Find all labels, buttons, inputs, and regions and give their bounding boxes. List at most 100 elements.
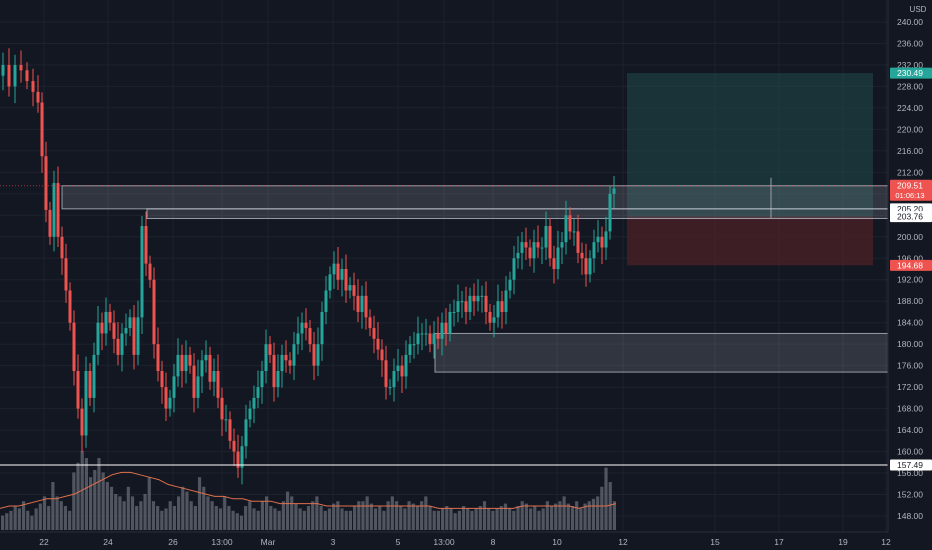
candle-body <box>168 397 172 409</box>
candle-body <box>128 317 132 329</box>
volume-bar <box>478 506 482 530</box>
volume-bar <box>281 501 285 530</box>
candle-body <box>440 322 444 339</box>
candle-body <box>44 156 48 210</box>
price-tick-label: 188.00 <box>897 296 923 306</box>
candle-body <box>204 354 208 361</box>
volume-bar <box>327 508 332 530</box>
stop-price-tag: 194.68 <box>897 260 923 270</box>
volume-bar <box>206 496 210 530</box>
volume-bar <box>294 503 298 530</box>
candle-body <box>268 344 272 355</box>
candle-body <box>176 354 180 377</box>
volume-bar <box>432 510 436 530</box>
candle-body <box>284 354 288 361</box>
volume-bar <box>130 496 135 530</box>
volume-bar <box>420 501 424 530</box>
volume-bar <box>17 508 21 530</box>
candle-body <box>488 311 492 323</box>
candle-body <box>196 376 200 398</box>
candle-body <box>564 215 568 243</box>
volume-bar <box>290 496 294 530</box>
candle-body <box>572 231 576 233</box>
volume-bar <box>369 503 373 530</box>
price-tick-label: 212.00 <box>897 167 923 177</box>
stop-zone <box>627 216 873 266</box>
candle-body <box>120 333 124 355</box>
volume-bar <box>147 477 151 530</box>
candle-body <box>408 344 412 355</box>
candle-body <box>96 322 100 355</box>
level-upper-tag: 205.20 <box>897 204 923 214</box>
volume-bar <box>516 506 520 530</box>
candle-body <box>108 311 112 323</box>
price-tick-label: 240.00 <box>897 17 923 27</box>
candle-body <box>240 446 244 468</box>
volume-bar <box>47 506 51 530</box>
candle-body <box>388 387 392 389</box>
support-price-tag: 157.49 <box>897 460 923 470</box>
candle-body <box>88 371 92 398</box>
volume-bar <box>529 508 533 530</box>
candle-body <box>532 242 536 259</box>
candle-body <box>224 419 228 421</box>
candle-body <box>304 322 308 329</box>
candle-body <box>416 333 420 345</box>
volume-bar <box>244 506 248 530</box>
candle-body <box>212 371 216 382</box>
volume-bar <box>269 506 273 530</box>
price-tick-label: 228.00 <box>897 81 923 91</box>
candle-body <box>280 354 284 372</box>
candle-body <box>228 419 232 441</box>
volume-bar <box>5 513 9 530</box>
time-tick-label: 26 <box>168 537 178 547</box>
volume-bar <box>533 506 537 530</box>
candle-body <box>480 295 484 297</box>
countdown-label: 01:06:13 <box>895 191 924 200</box>
volume-bar <box>323 510 327 530</box>
candle-body <box>152 279 156 345</box>
candle-body <box>364 295 368 318</box>
candle-body <box>324 290 328 312</box>
candle-body <box>612 188 616 194</box>
volume-bar <box>499 506 503 530</box>
time-tick-label: 15 <box>710 537 720 547</box>
price-tick-label: 224.00 <box>897 103 923 113</box>
volume-bar <box>386 501 390 530</box>
candle-body <box>296 333 300 345</box>
candle-body <box>248 408 252 420</box>
volume-bar <box>428 506 432 530</box>
candle-body <box>500 301 504 312</box>
candle-body <box>80 408 84 436</box>
volume-bar <box>59 501 63 530</box>
volume-bar <box>315 496 319 530</box>
entry-price-tag: 203.76 <box>897 212 923 222</box>
candle-body <box>428 333 432 345</box>
candle-body <box>476 295 480 302</box>
entry-price-tag-bg <box>890 211 932 223</box>
volume-bar <box>554 503 558 530</box>
target-zone <box>627 73 873 217</box>
candle-body <box>484 295 488 312</box>
time-axis[interactable]: 22 24 26 13:00 Mar 3 5 13:00 8 10 12 15 17 19 12 <box>0 531 891 550</box>
price-tick-label: 164.00 <box>897 425 923 435</box>
candle-body <box>164 387 168 409</box>
volume-bar <box>348 510 352 530</box>
candle-body <box>360 295 364 312</box>
candle-body <box>452 311 456 313</box>
volume-bar <box>227 506 231 530</box>
volume-bar <box>604 467 608 530</box>
candle-body <box>276 371 280 388</box>
price-tick-label: 196.00 <box>897 253 923 263</box>
price-axis[interactable]: USD240.00236.00232.00228.00224.00220.002… <box>887 0 932 550</box>
candle-body <box>404 354 408 377</box>
volume-bar <box>545 501 549 530</box>
volume-bar <box>172 506 176 530</box>
candle-body <box>172 376 176 398</box>
volume-bar <box>562 496 566 530</box>
candle-body <box>100 322 104 334</box>
candle-body <box>472 295 476 302</box>
candle-body <box>180 354 184 372</box>
candle-body <box>25 70 29 82</box>
